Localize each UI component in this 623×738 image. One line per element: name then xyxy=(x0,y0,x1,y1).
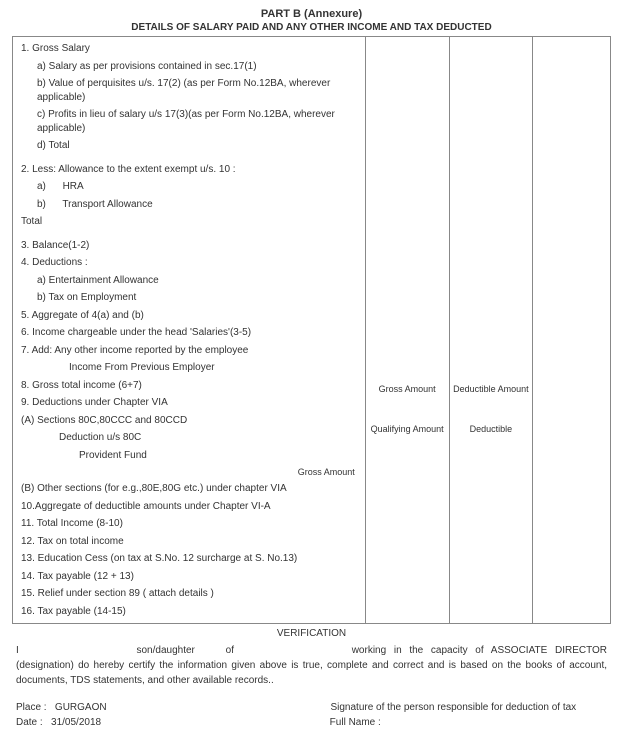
row-9A-pf: Provident Fund xyxy=(19,447,359,465)
row-2b-value: Transport Allowance xyxy=(62,199,152,210)
row-4: 4. Deductions : xyxy=(19,254,359,272)
date-label: Date : xyxy=(16,717,43,728)
salary-table: 1. Gross Salary a) Salary as per provisi… xyxy=(12,36,611,624)
verification-text: I son/daughter of working in the capacit… xyxy=(12,641,611,700)
row-1: 1. Gross Salary xyxy=(19,40,359,58)
place-value: GURGAON xyxy=(55,702,107,713)
col3-head-deduct: Deductible Amount xyxy=(450,382,533,396)
verif-p1: I xyxy=(16,645,19,656)
amount-col-2: Deductible Amount Deductible xyxy=(449,37,533,624)
row-1b: b) Value of perquisites u/s. 17(2) (as p… xyxy=(19,75,359,106)
footer-row-2: Date : 31/05/2018 Full Name : xyxy=(12,715,611,730)
row-9A: (A) Sections 80C,80CCC and 80CCD xyxy=(19,412,359,430)
row-9A-sub: Deduction u/s 80C xyxy=(19,429,359,447)
description-column: 1. Gross Salary a) Salary as per provisi… xyxy=(13,37,365,623)
date-value: 31/05/2018 xyxy=(51,717,101,728)
row-6: 6. Income chargeable under the head 'Sal… xyxy=(19,324,359,342)
row-7: 7. Add: Any other income reported by the… xyxy=(19,342,359,360)
row-2a-value: HRA xyxy=(63,181,84,192)
row-2b: b) Transport Allowance xyxy=(19,196,359,214)
row-4a: a) Entertainment Allowance xyxy=(19,272,359,290)
gross-amount-rt: Gross Amount xyxy=(19,464,359,480)
verif-p4: working in the capacity of ASSOCIATE DIR… xyxy=(16,645,607,686)
row-1d: d) Total xyxy=(19,137,359,155)
row-3: 3. Balance(1-2) xyxy=(19,237,359,255)
verif-p2: son/daughter xyxy=(136,645,194,656)
row-9: 9. Deductions under Chapter VIA xyxy=(19,394,359,412)
verification-title: VERIFICATION xyxy=(12,624,611,641)
row-2: 2. Less: Allowance to the extent exempt … xyxy=(19,161,359,179)
row-7a: Income From Previous Employer xyxy=(19,359,359,377)
row-2b-label: b) xyxy=(37,199,46,210)
row-2a-label: a) xyxy=(37,181,46,192)
row-13: 13. Education Cess (on tax at S.No. 12 s… xyxy=(19,550,359,568)
amount-col-3 xyxy=(533,37,611,624)
part-title: PART B (Annexure) xyxy=(12,8,611,20)
row-11: 11. Total Income (8-10) xyxy=(19,515,359,533)
signature-label: Signature of the person responsible for … xyxy=(300,702,607,713)
footer-row-1: Place : GURGAON Signature of the person … xyxy=(12,700,611,715)
row-10: 10.Aggregate of deductible amounts under… xyxy=(19,498,359,516)
row-14: 14. Tax payable (12 + 13) xyxy=(19,568,359,586)
row-1c: c) Profits in lieu of salary u/s 17(3)(a… xyxy=(19,106,359,137)
subtitle: DETAILS OF SALARY PAID AND ANY OTHER INC… xyxy=(12,22,611,33)
row-2-total: Total xyxy=(19,213,359,231)
row-12: 12. Tax on total income xyxy=(19,533,359,551)
col2-head-qual: Qualifying Amount xyxy=(366,422,449,436)
row-1a: a) Salary as per provisions contained in… xyxy=(19,58,359,76)
fullname-label: Full Name : xyxy=(300,717,607,728)
row-2a: a) HRA xyxy=(19,178,359,196)
row-8: 8. Gross total income (6+7) xyxy=(19,377,359,395)
row-4b: b) Tax on Employment xyxy=(19,289,359,307)
place-label: Place : xyxy=(16,702,47,713)
row-5: 5. Aggregate of 4(a) and (b) xyxy=(19,307,359,325)
amount-col-1: Gross Amount Qualifying Amount xyxy=(365,37,449,624)
col2-head-gross: Gross Amount xyxy=(366,382,449,396)
row-16: 16. Tax payable (14-15) xyxy=(19,603,359,621)
verif-p3: of xyxy=(226,645,234,656)
col3-head-deduct2: Deductible xyxy=(450,422,533,436)
row-15: 15. Relief under section 89 ( attach det… xyxy=(19,585,359,603)
row-9B: (B) Other sections (for e.g.,80E,80G etc… xyxy=(19,480,359,498)
